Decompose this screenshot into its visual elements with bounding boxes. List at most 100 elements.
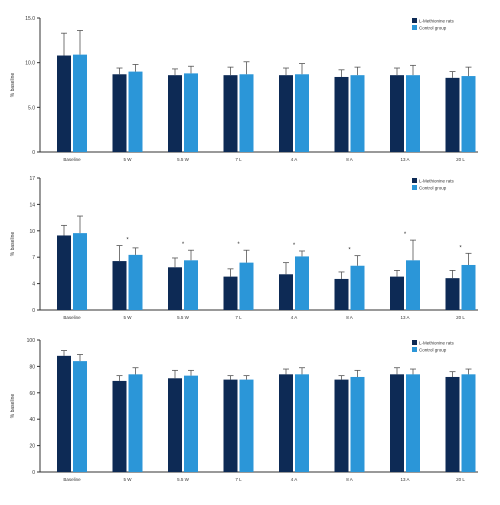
bar-methionine bbox=[223, 75, 238, 152]
significance-marker: * bbox=[182, 242, 185, 248]
y-tick-label: 5.0 bbox=[28, 105, 35, 111]
bar-methionine bbox=[112, 380, 127, 472]
x-tick-label: 13 A bbox=[400, 477, 409, 482]
bar-control bbox=[239, 74, 254, 152]
bar-control bbox=[73, 233, 87, 310]
significance-marker: * bbox=[459, 245, 462, 251]
bar-control bbox=[461, 76, 476, 152]
bar-methionine bbox=[279, 374, 293, 472]
bar-control bbox=[461, 374, 476, 472]
y-tick-label: 80 bbox=[29, 364, 35, 370]
x-tick-label: 4 A bbox=[291, 157, 298, 162]
x-tick-label: 13 A bbox=[400, 315, 409, 320]
bar-methionine bbox=[279, 274, 293, 310]
x-tick-label: 7 L bbox=[235, 157, 242, 162]
y-tick-label: 10.0 bbox=[25, 61, 35, 67]
legend-label: L-Methionine rats bbox=[419, 179, 455, 184]
bar-control bbox=[239, 262, 254, 310]
bar-control bbox=[295, 256, 309, 310]
x-tick-label: 8 A bbox=[346, 477, 353, 482]
bar-control bbox=[73, 54, 87, 153]
bar-control bbox=[295, 74, 309, 152]
x-tick-label: 20 L bbox=[456, 315, 465, 320]
x-tick-label: Baseline bbox=[63, 157, 81, 162]
bar-control bbox=[184, 73, 198, 152]
y-tick-label: 4 bbox=[32, 282, 35, 288]
bar-methionine bbox=[390, 276, 404, 310]
bar-control bbox=[128, 71, 143, 152]
legend-label: Control group bbox=[419, 186, 447, 191]
bar-control bbox=[350, 376, 365, 472]
bar-control bbox=[350, 265, 365, 310]
x-tick-label: 5.5 W bbox=[177, 157, 190, 162]
bar-methionine bbox=[168, 378, 182, 472]
significance-marker: * bbox=[293, 243, 296, 249]
significance-marker: * bbox=[126, 238, 129, 244]
y-tick-label: 0 bbox=[32, 308, 35, 314]
y-axis-label: % baseline bbox=[10, 73, 16, 98]
bar-methionine bbox=[445, 376, 460, 472]
y-tick-label: 17 bbox=[29, 176, 35, 182]
x-tick-label: 5.5 W bbox=[177, 315, 190, 320]
bar-methionine bbox=[57, 55, 71, 152]
y-tick-label: 14 bbox=[29, 202, 35, 208]
y-tick-label: 60 bbox=[29, 391, 35, 397]
legend-label: Control group bbox=[419, 26, 447, 31]
y-tick-label: 15.0 bbox=[25, 16, 35, 22]
bar-control bbox=[406, 374, 420, 472]
legend-swatch bbox=[412, 340, 417, 345]
bar-methionine bbox=[334, 379, 349, 472]
y-tick-label: 40 bbox=[29, 417, 35, 423]
legend-label: L-Methionine rats bbox=[419, 341, 455, 346]
significance-marker: * bbox=[348, 248, 351, 254]
bar-methionine bbox=[334, 76, 349, 152]
x-tick-label: 5 W bbox=[123, 315, 132, 320]
bar-methionine bbox=[279, 75, 293, 152]
x-tick-label: Baseline bbox=[63, 315, 81, 320]
legend-label: Control group bbox=[419, 348, 447, 353]
y-tick-label: 100 bbox=[27, 338, 36, 344]
y-axis-label: % baseline bbox=[10, 232, 16, 257]
bar-control bbox=[406, 260, 420, 310]
x-tick-label: 20 L bbox=[456, 157, 465, 162]
chart-panel-3: 0 20 40 60 80 100 % baseline Baseline 5 W 5.5 W 7 … bbox=[10, 338, 478, 482]
bar-methionine bbox=[112, 261, 127, 310]
bar-methionine bbox=[168, 75, 182, 152]
y-axis-label: % baseline bbox=[10, 394, 16, 419]
y-tick-label: 0 bbox=[32, 470, 35, 476]
x-tick-label: 5 W bbox=[123, 157, 132, 162]
bar-control bbox=[295, 374, 309, 472]
bar-methionine bbox=[334, 278, 349, 310]
bar-control bbox=[128, 374, 143, 472]
bar-methionine bbox=[57, 235, 71, 310]
chart-panel-1: 0 5.0 10.0 15.0 % baseline Baseline 5 W 5.5 W 7 … bbox=[10, 16, 478, 162]
significance-marker: * bbox=[404, 232, 407, 238]
x-tick-label: 7 L bbox=[235, 315, 242, 320]
x-tick-label: 20 L bbox=[456, 477, 465, 482]
bar-methionine bbox=[390, 374, 404, 472]
bar-control bbox=[350, 75, 365, 152]
legend-swatch bbox=[412, 178, 417, 183]
legend-swatch bbox=[412, 25, 417, 30]
x-tick-label: 7 L bbox=[235, 477, 242, 482]
x-tick-label: 5 W bbox=[123, 477, 132, 482]
bar-control bbox=[184, 375, 198, 472]
x-tick-label: 8 A bbox=[346, 315, 353, 320]
y-tick-label: 0 bbox=[32, 150, 35, 156]
chart-panel-2: 0 4 7 10 14 17 % baseline Baseline 5 W * 5.5 W * 7 L… bbox=[10, 176, 478, 320]
bar-control bbox=[73, 361, 87, 472]
legend-swatch bbox=[412, 347, 417, 352]
bar-control bbox=[406, 75, 420, 152]
bar-methionine bbox=[57, 355, 71, 472]
bar-methionine bbox=[390, 75, 404, 152]
bar-control bbox=[128, 254, 143, 310]
y-tick-label: 20 bbox=[29, 444, 35, 450]
x-tick-label: 4 A bbox=[291, 477, 298, 482]
legend-swatch bbox=[412, 185, 417, 190]
x-tick-label: 4 A bbox=[291, 315, 298, 320]
y-tick-label: 7 bbox=[32, 255, 35, 261]
bar-methionine bbox=[445, 278, 460, 310]
bar-control bbox=[184, 260, 198, 310]
